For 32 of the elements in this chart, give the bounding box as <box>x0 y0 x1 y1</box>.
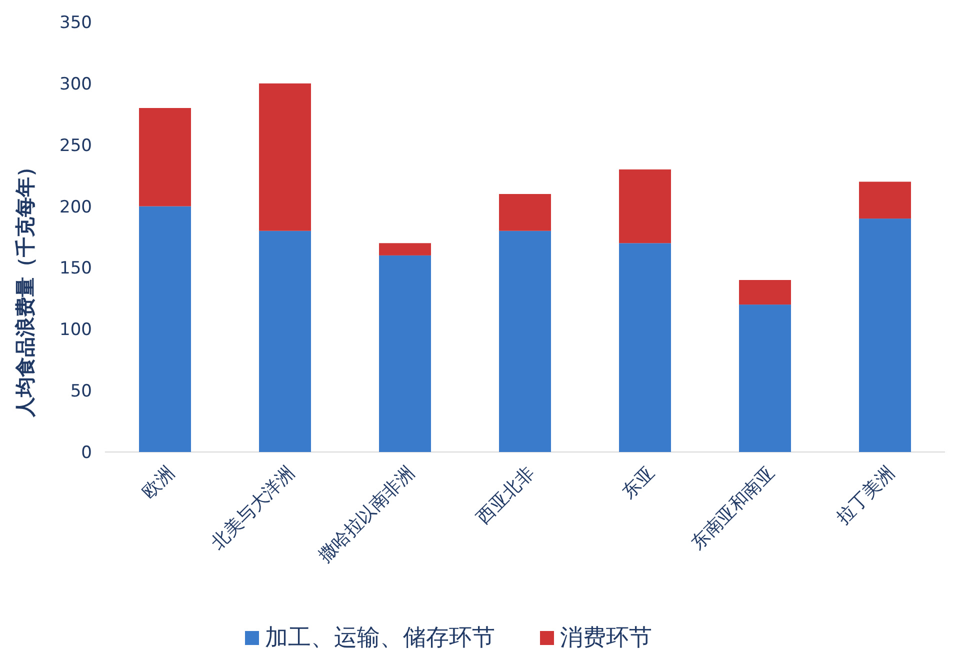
x-tick-label: 拉丁美洲 <box>832 462 899 528</box>
bar <box>259 230 311 452</box>
y-tick-label: 50 <box>70 382 92 402</box>
y-tick-label: 100 <box>60 320 92 340</box>
x-tick-label: 北美与大洋洲 <box>207 462 299 554</box>
bar <box>139 206 191 452</box>
bar <box>619 169 671 244</box>
bar <box>379 255 431 452</box>
y-axis-title: 人均食品浪费量（千克每年） <box>13 157 37 418</box>
y-tick-label: 0 <box>81 443 92 463</box>
bar <box>859 182 911 219</box>
bar <box>619 243 671 452</box>
x-tick-label: 东南亚和南亚 <box>687 462 779 554</box>
x-tick-label: 撒哈拉以南非洲 <box>314 462 419 567</box>
bar <box>739 304 791 452</box>
x-tick-label: 东亚 <box>618 462 659 503</box>
y-tick-label: 300 <box>60 74 92 94</box>
y-tick-label: 350 <box>60 13 92 33</box>
y-tick-label: 200 <box>60 197 92 218</box>
bar <box>259 83 311 231</box>
bar <box>499 194 551 231</box>
bar <box>499 230 551 452</box>
legend-label: 消费环节 <box>560 625 652 651</box>
bar <box>139 108 191 206</box>
y-tick-label: 150 <box>60 258 92 279</box>
legend-label: 加工、运输、储存环节 <box>265 625 495 651</box>
bar <box>859 218 911 452</box>
y-tick-label: 250 <box>60 136 92 156</box>
x-tick-label: 西亚北非 <box>472 462 539 528</box>
bar <box>379 243 431 256</box>
x-tick-label: 欧洲 <box>138 462 179 503</box>
bar <box>739 280 791 305</box>
